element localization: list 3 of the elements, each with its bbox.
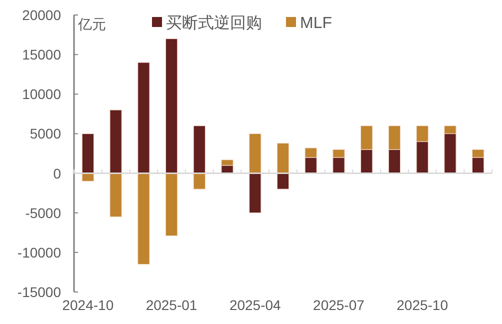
legend-label: MLF xyxy=(300,15,332,32)
legend-label: 买断式逆回购 xyxy=(166,14,262,32)
ylabel: 亿元 xyxy=(78,16,106,32)
